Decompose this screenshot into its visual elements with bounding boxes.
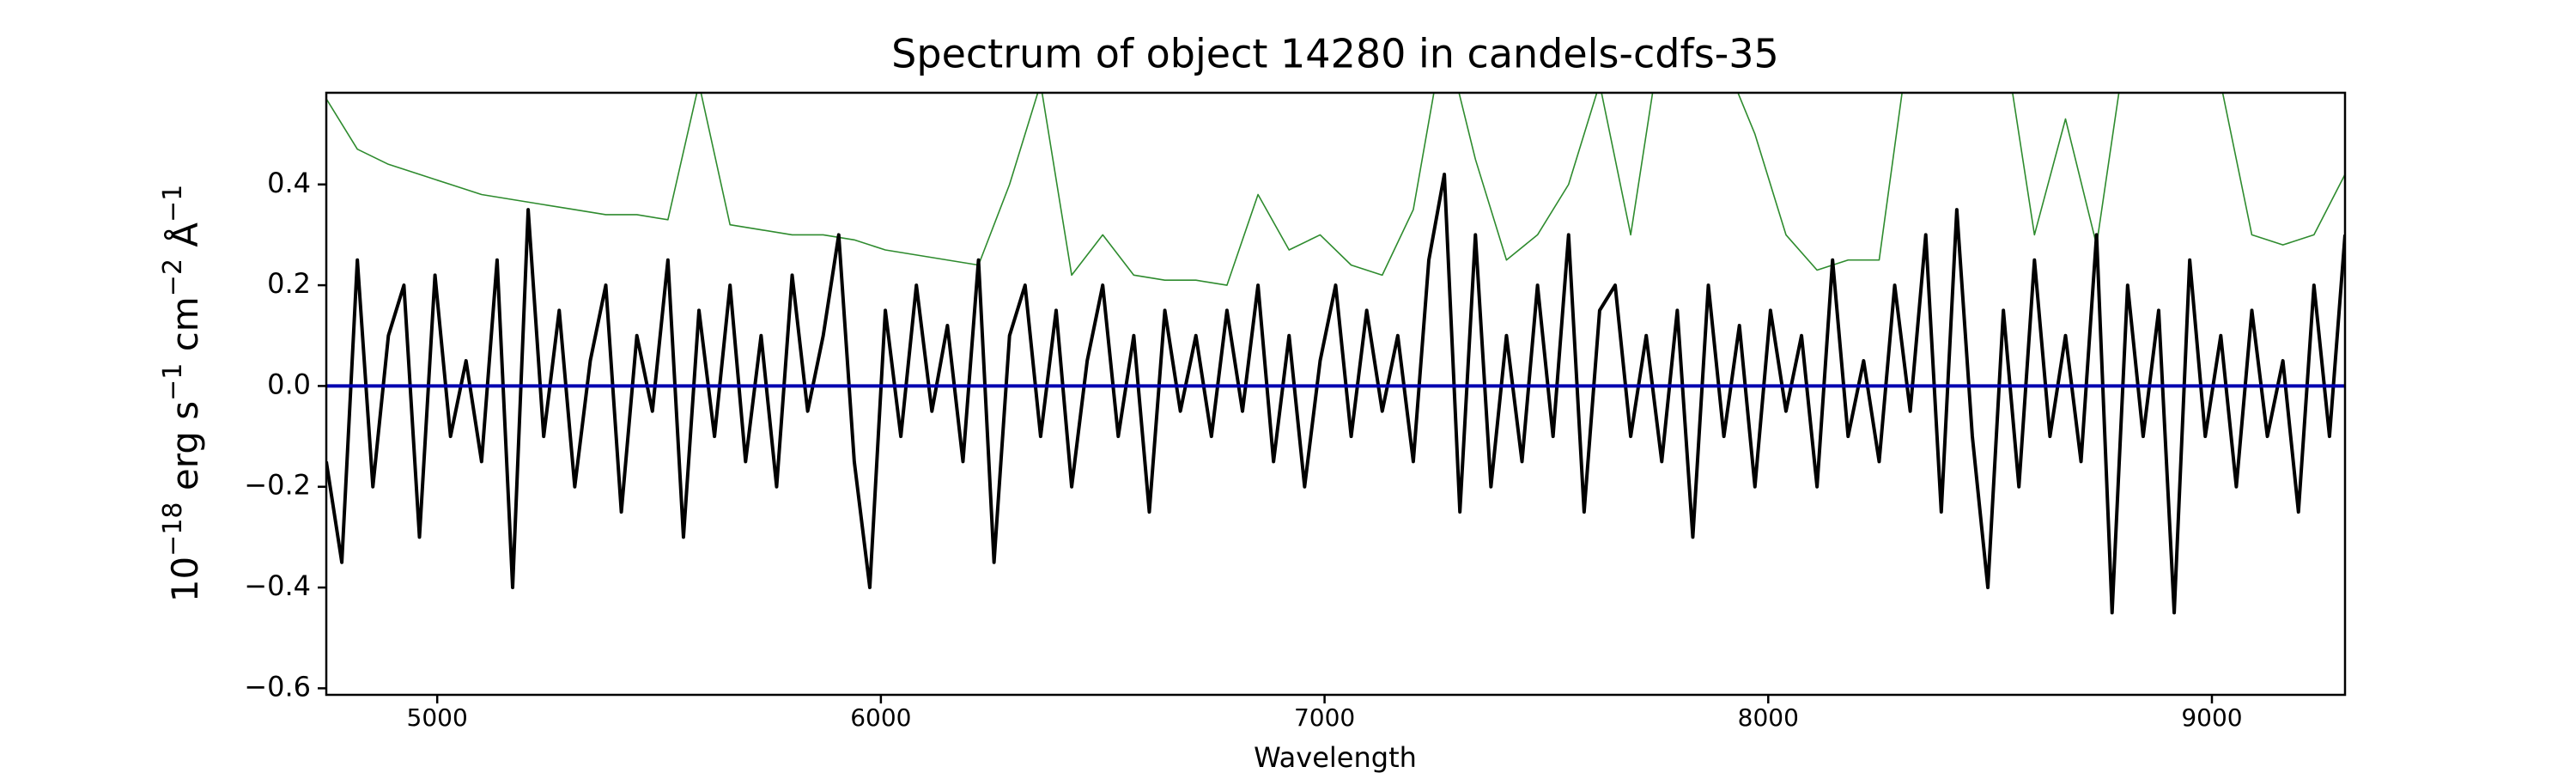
y-label-superscript: −1	[158, 363, 188, 401]
x-axis-label: Wavelength	[1254, 741, 1417, 773]
y-label-superscript: −1	[158, 185, 188, 222]
y-tick-label: −0.4	[244, 569, 311, 602]
x-tick-label: 6000	[850, 703, 911, 732]
y-tick-label: −0.2	[244, 469, 311, 502]
plot-area	[326, 93, 2345, 615]
x-tick-label: 7000	[1294, 703, 1355, 732]
y-label-text: cm	[164, 296, 206, 362]
y-label-text: 10	[164, 557, 206, 602]
y-axis-label: 10−18 erg s−1 cm−2 Å−1	[158, 185, 206, 603]
axes-frame	[325, 91, 2347, 697]
y-label-text: erg s	[164, 401, 206, 502]
x-tick-label: 9000	[2181, 703, 2242, 732]
y-label-superscript: −2	[158, 259, 188, 296]
y-label-text: Å	[163, 222, 206, 259]
y-tick-label: 0.4	[267, 167, 311, 199]
x-tick-label: 5000	[407, 703, 468, 732]
y-tick-label: −0.6	[244, 670, 311, 703]
y-label-superscript: −18	[158, 502, 188, 557]
chart-title: Spectrum of object 14280 in candels-cdfs…	[891, 31, 1779, 77]
x-tick-label: 8000	[1738, 703, 1799, 732]
y-tick-label: 0.0	[267, 368, 311, 400]
spectrum-line	[326, 173, 2345, 615]
spectrum-line	[326, 93, 2345, 286]
y-tick-label: 0.2	[267, 267, 311, 300]
